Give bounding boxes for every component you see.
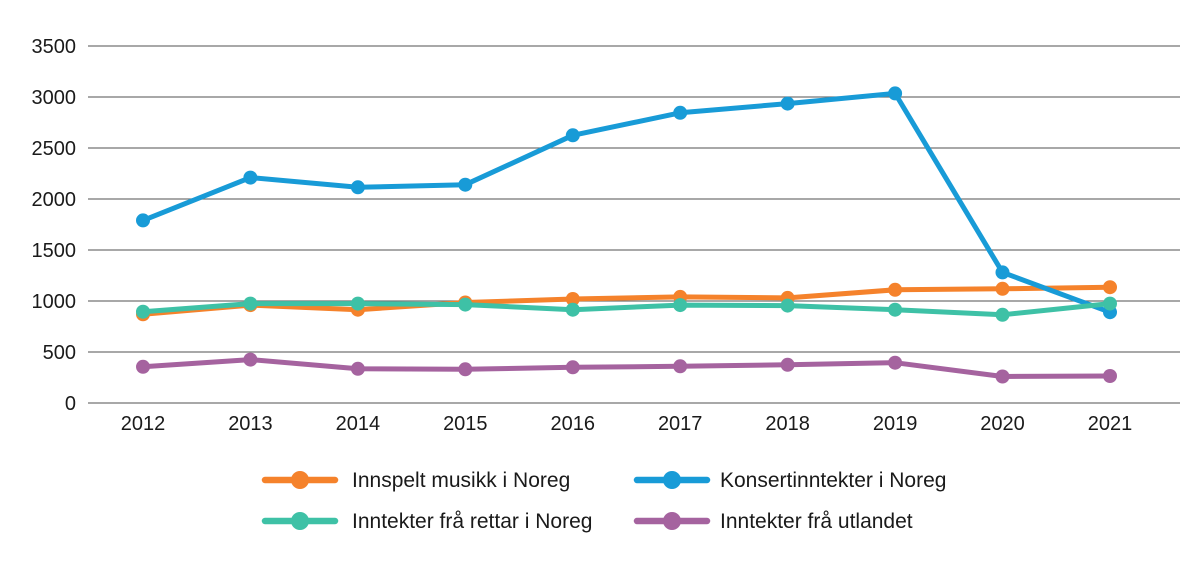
y-axis-tick-label: 2000 xyxy=(32,189,77,211)
x-axis-tick-label: 2012 xyxy=(121,413,166,435)
x-axis-tick-label: 2016 xyxy=(551,413,596,435)
legend-label: Inntekter frå rettar i Noreg xyxy=(352,510,592,533)
data-point-inntekter-fr-utlandet xyxy=(136,359,150,374)
data-point-konsertinntekter-i-noreg xyxy=(565,128,580,143)
grid-layer xyxy=(88,45,1180,404)
legend-label: Innspelt musikk i Noreg xyxy=(352,469,570,492)
series-line-inntekter-fr-rettar-i-noreg xyxy=(140,301,1113,318)
data-point-inntekter-fr-rettar-i-noreg xyxy=(673,298,688,313)
x-axis-tick-label: 2021 xyxy=(1088,413,1133,435)
y-axis-tick-label: 500 xyxy=(43,342,76,364)
data-point-konsertinntekter-i-noreg xyxy=(995,265,1010,280)
data-point-innspelt-musikk-i-noreg xyxy=(1103,280,1117,295)
y-axis-tick-label: 1500 xyxy=(32,240,77,262)
x-axis-tick-label: 2014 xyxy=(336,413,381,435)
data-point-konsertinntekter-i-noreg xyxy=(350,180,365,195)
x-axis-tick-label: 2015 xyxy=(443,413,488,435)
y-axis-tick-label: 1000 xyxy=(32,291,77,313)
data-point-inntekter-fr-utlandet xyxy=(458,362,473,377)
legend-marker-dot xyxy=(663,512,681,530)
legend-label: Konsertinntekter i Noreg xyxy=(720,469,946,492)
data-point-inntekter-fr-utlandet xyxy=(1103,369,1117,383)
legend-item-inntekter-fr-rettar-i-noreg: Inntekter frå rettar i Noreg xyxy=(261,510,592,533)
legend-marker-dot xyxy=(291,471,309,489)
data-point-konsertinntekter-i-noreg xyxy=(458,177,473,192)
y-axis-tick-label: 2500 xyxy=(32,138,77,160)
x-axis: 2012 2013 2014 2015 2016 2017 2018 2019 2020 2021 xyxy=(121,413,1132,435)
data-point-konsertinntekter-i-noreg xyxy=(888,86,903,101)
data-point-inntekter-fr-rettar-i-noreg xyxy=(780,298,795,313)
series-line-innspelt-musikk-i-noreg xyxy=(140,284,1113,317)
data-point-inntekter-fr-rettar-i-noreg xyxy=(1103,296,1117,311)
data-point-inntekter-fr-utlandet xyxy=(888,355,903,370)
x-axis-tick-label: 2020 xyxy=(980,413,1025,435)
data-point-inntekter-fr-rettar-i-noreg xyxy=(136,304,150,319)
data-point-innspelt-musikk-i-noreg xyxy=(565,292,580,306)
data-point-konsertinntekter-i-noreg xyxy=(780,96,795,111)
data-point-konsertinntekter-i-noreg xyxy=(673,105,688,120)
data-point-innspelt-musikk-i-noreg xyxy=(995,281,1010,296)
data-point-inntekter-fr-rettar-i-noreg xyxy=(350,296,365,311)
data-point-konsertinntekter-i-noreg xyxy=(243,170,258,185)
series-layer xyxy=(136,86,1117,384)
x-axis-tick-label: 2019 xyxy=(873,413,918,435)
data-point-inntekter-fr-utlandet xyxy=(673,359,688,374)
y-axis: 0 500 1000 1500 2000 2500 3000 3500 xyxy=(32,36,77,415)
x-axis-tick-label: 2013 xyxy=(228,413,273,435)
series-line-konsertinntekter-i-noreg xyxy=(140,90,1113,315)
legend-marker-dot xyxy=(291,512,309,530)
data-point-inntekter-fr-rettar-i-noreg xyxy=(243,296,258,311)
y-axis-tick-label: 3000 xyxy=(32,87,77,109)
legend-item-innspelt-musikk-i-noreg: Innspelt musikk i Noreg xyxy=(261,469,570,492)
x-axis-tick-label: 2018 xyxy=(765,413,810,435)
data-point-inntekter-fr-rettar-i-noreg xyxy=(458,297,473,312)
x-axis-tick-label: 2017 xyxy=(658,413,703,435)
data-point-inntekter-fr-rettar-i-noreg xyxy=(565,302,580,317)
legend: Innspelt musikk i Noreg Konsertinntekter … xyxy=(261,469,946,533)
y-axis-tick-label: 3500 xyxy=(32,36,77,58)
data-point-inntekter-fr-utlandet xyxy=(565,360,580,375)
series-line-inntekter-fr-utlandet xyxy=(140,357,1113,379)
data-point-konsertinntekter-i-noreg xyxy=(136,213,150,228)
legend-marker-dot xyxy=(663,471,681,489)
data-point-inntekter-fr-utlandet xyxy=(350,361,365,376)
legend-item-inntekter-fr-utlandet: Inntekter frå utlandet xyxy=(633,510,913,533)
data-point-inntekter-fr-rettar-i-noreg xyxy=(995,307,1010,322)
data-point-inntekter-fr-rettar-i-noreg xyxy=(888,302,903,317)
data-point-inntekter-fr-utlandet xyxy=(243,352,258,367)
data-point-innspelt-musikk-i-noreg xyxy=(888,282,903,297)
legend-item-konsertinntekter-i-noreg: Konsertinntekter i Noreg xyxy=(633,469,946,492)
data-point-inntekter-fr-utlandet xyxy=(995,369,1010,384)
legend-label: Inntekter frå utlandet xyxy=(720,510,913,533)
data-point-inntekter-fr-utlandet xyxy=(780,357,795,372)
y-axis-tick-label: 0 xyxy=(65,393,76,415)
